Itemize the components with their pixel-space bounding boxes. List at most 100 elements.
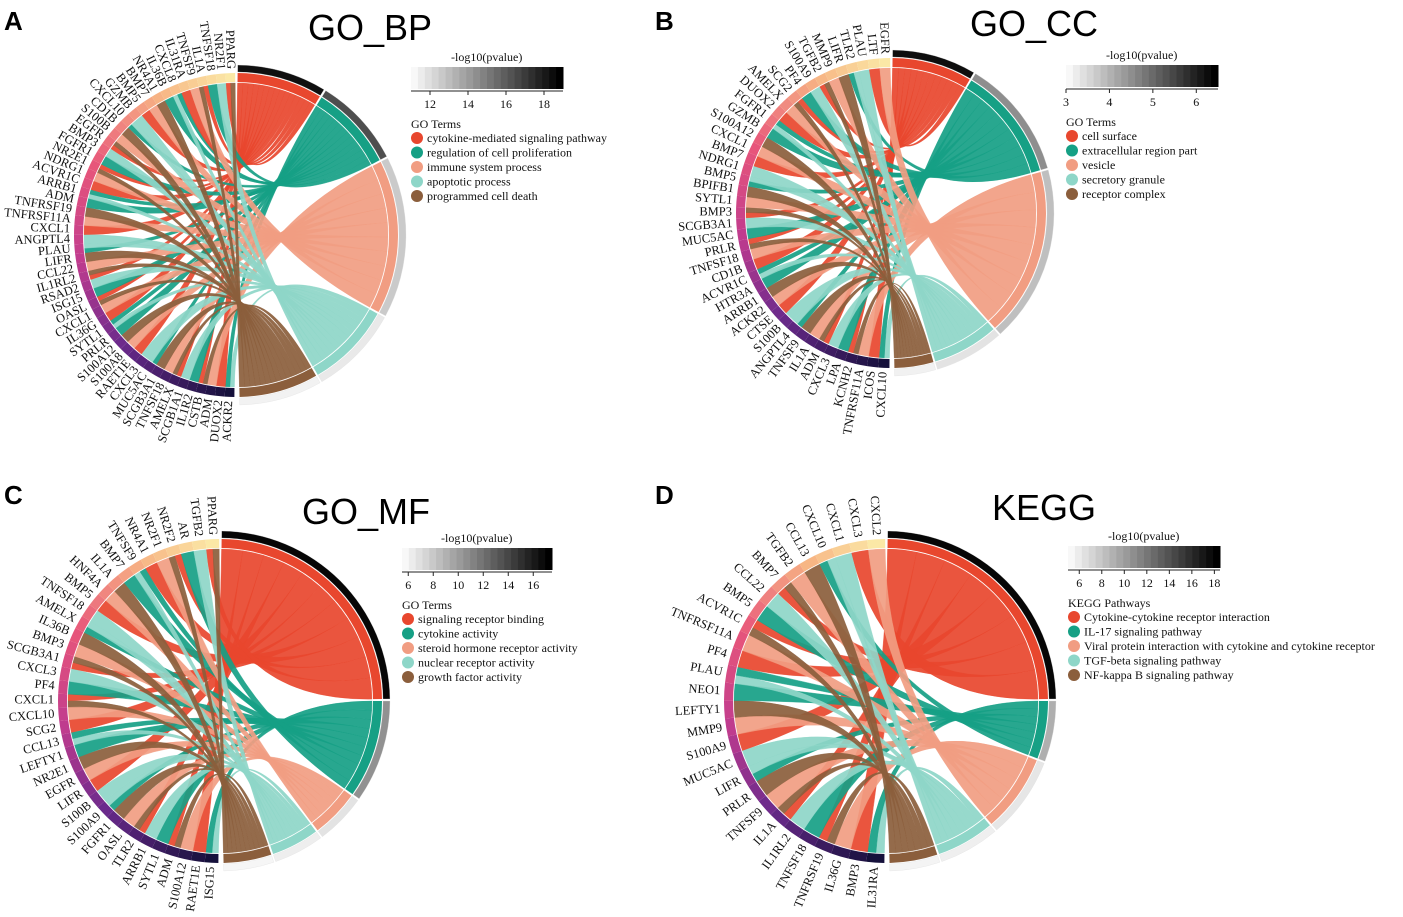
chord-ribbon [212, 548, 229, 854]
gene-arc [69, 628, 84, 644]
gene-arc [814, 72, 829, 86]
pvalue-arc [273, 832, 321, 862]
colorbar-cell [1162, 65, 1171, 87]
panel-title: GO_CC [970, 3, 1098, 44]
chord-ribbon [90, 610, 283, 842]
chord-ribbon [156, 301, 302, 375]
colorbar-cell [1190, 65, 1198, 87]
gene-arc [169, 83, 182, 96]
colorbar-tick-label: 12 [1141, 576, 1153, 590]
gene-arc [58, 680, 69, 695]
legend-item: NF-kappa B signaling pathway [1084, 668, 1234, 682]
gene-label: PLAU [850, 23, 870, 58]
gene-arc [76, 196, 88, 208]
gene-label: SYTL1 [695, 190, 733, 207]
chord-ribbon [121, 127, 261, 386]
gene-arc [78, 186, 90, 199]
gene-label: BMP5 [703, 163, 738, 184]
legend-swatch [1068, 611, 1080, 623]
chord-ribbon [174, 773, 269, 848]
panel-label: B [655, 6, 674, 36]
colorbar-cell [1093, 65, 1102, 87]
gene-arc [120, 342, 134, 356]
gene-arc [787, 90, 802, 105]
gene-arc [89, 791, 105, 808]
gene-arc [736, 228, 748, 241]
legend-swatch [402, 627, 414, 640]
legend-item: IL-17 signaling pathway [1084, 625, 1202, 639]
colorbar: -log10(pvalue) 12 14 16 18 [411, 50, 564, 111]
gene-arc [215, 73, 227, 84]
colorbar-tick-label: 3 [1063, 95, 1069, 109]
gene-label: BMP3 [843, 863, 863, 898]
colorbar-tick-label: 16 [527, 578, 539, 592]
legend-swatch [402, 656, 414, 669]
gene-arc [107, 810, 124, 827]
panel-title: KEGG [992, 487, 1096, 528]
chord-ribbon [879, 67, 1001, 321]
colorbar-cell [1088, 546, 1097, 568]
chord-ribbon [216, 83, 318, 367]
colorbar-cell [452, 67, 460, 89]
gene-arc [89, 594, 106, 611]
colorbar-cell [1081, 546, 1090, 568]
legend-swatch [1066, 173, 1078, 186]
gene-arc [740, 249, 753, 263]
gene-arc [64, 745, 78, 761]
colorbar-tick-label: 8 [430, 578, 436, 592]
gene-arc [739, 766, 757, 787]
gene-arc [88, 159, 101, 173]
colorbar-cell [470, 548, 478, 570]
gene-label: CXCL3 [16, 658, 57, 679]
colorbar-cell [1128, 65, 1136, 87]
gene-arc [856, 59, 870, 71]
colorbar-cell [431, 67, 440, 89]
gene-label: TNFRSF11A [4, 205, 72, 225]
legend-item: regulation of cell proliferation [427, 146, 572, 160]
gene-arc [97, 143, 111, 156]
gene-arc [118, 566, 135, 583]
gene-label: PF4 [706, 641, 730, 660]
gene-arc [752, 279, 766, 294]
pvalue-arc [894, 362, 936, 377]
colorbar-tick-label: 18 [1208, 576, 1220, 590]
colorbar-cell [514, 67, 523, 89]
pvalue-arc [237, 64, 325, 96]
legend-item: secretory granule [1082, 173, 1165, 187]
legend-title: GO Terms [1066, 115, 1116, 129]
gene-arc [102, 321, 116, 335]
chord-ribbon [858, 69, 938, 353]
gene-arc [140, 553, 157, 568]
colorbar-title: -log10(pvalue) [1108, 529, 1179, 543]
gene-arc [764, 113, 779, 129]
gene-label: ANGPTL4 [14, 231, 71, 247]
colorbar-cell [422, 548, 430, 570]
gene-arc [177, 377, 190, 390]
colorbar-cell [402, 548, 410, 570]
colorbar-cell [1095, 546, 1104, 568]
gene-arc [867, 539, 886, 550]
colorbar-cell [438, 67, 447, 89]
gene-arc [867, 357, 879, 368]
gene-arc [107, 575, 124, 591]
colorbar-cell [1199, 546, 1207, 568]
colorbar-cell [1086, 65, 1095, 87]
gene-arc [107, 328, 121, 342]
gene-arc [758, 288, 772, 303]
legend-swatch [1066, 159, 1078, 171]
term-arc [237, 73, 320, 105]
colorbar: -log10(pvalue) 6 8 10 12 14 16 18 [1068, 529, 1221, 590]
gene-arc [151, 365, 164, 378]
gene-arc [168, 374, 181, 386]
gene-arc [834, 348, 848, 362]
gene-arc [759, 586, 778, 606]
legend-swatch [1068, 625, 1080, 638]
legend-item: extracellular region part [1082, 144, 1198, 158]
gene-label: ICOS [861, 370, 878, 400]
gene-arc [771, 105, 786, 120]
colorbar-tick-label: 10 [1118, 576, 1130, 590]
term-arc [345, 701, 382, 795]
colorbar-cell [442, 548, 451, 570]
gene-arc [732, 750, 748, 771]
